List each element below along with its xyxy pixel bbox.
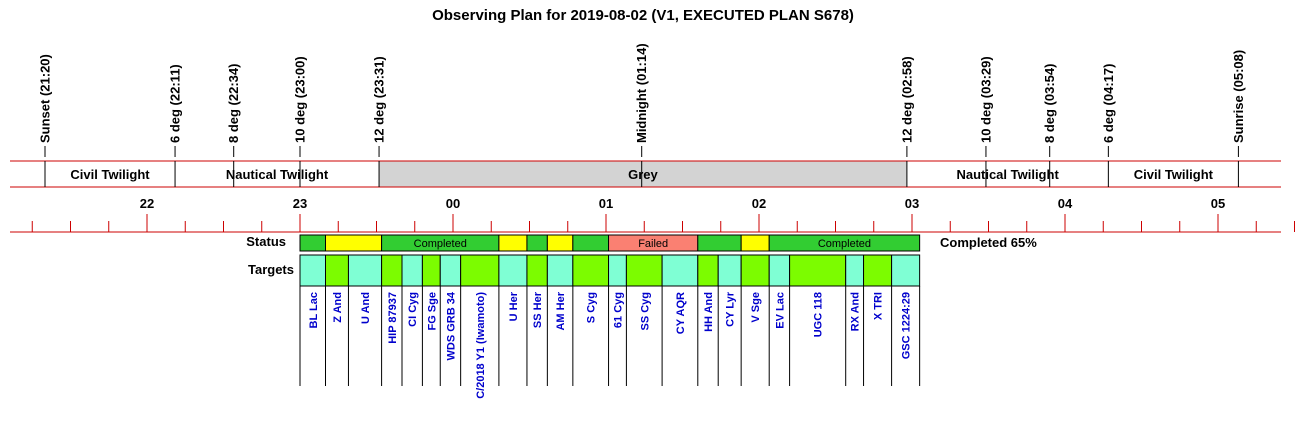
twilight-band: [45, 161, 176, 187]
target-block: [401, 254, 423, 287]
target-block: [421, 254, 441, 287]
target-label: C/2018 Y1 (Iwamoto): [475, 292, 487, 399]
target-block: [325, 254, 349, 287]
target-label: HH And: [703, 292, 715, 332]
hour-tick-label: 01: [599, 196, 613, 211]
target-label: 61 Cyg: [612, 292, 624, 328]
hour-tick-label: 05: [1211, 196, 1225, 211]
target-block: [572, 254, 610, 287]
event-label: 8 deg (22:34): [226, 64, 241, 143]
target-block: [439, 254, 462, 287]
event-label: 8 deg (03:54): [1042, 64, 1057, 143]
event-label: Sunset (21:20): [38, 54, 53, 143]
twilight-band: [906, 161, 1109, 187]
target-label: Z And: [332, 292, 344, 323]
twilight-band-label: Civil Twilight: [70, 167, 150, 182]
twilight-band: [1108, 161, 1239, 187]
chart-title: Observing Plan for 2019-08-02 (V1, EXECU…: [432, 7, 854, 24]
twilight-band-label: Civil Twilight: [1134, 167, 1214, 182]
target-label: U And: [360, 292, 372, 324]
hour-tick-label: 03: [905, 196, 919, 211]
target-block: [381, 254, 403, 287]
status-segment: [546, 234, 574, 252]
target-block: [768, 254, 791, 287]
hour-tick-label: 23: [293, 196, 307, 211]
target-label: AM Her: [555, 291, 567, 330]
event-label: Sunrise (05:08): [1231, 50, 1246, 143]
target-block: [661, 254, 699, 287]
target-label: CY Lyr: [725, 291, 737, 327]
target-label: U Her: [508, 291, 520, 321]
twilight-band: [175, 161, 380, 187]
target-block: [460, 254, 500, 287]
event-markers: Sunset (21:20) 6 deg (22:11) 8 deg (22:34)…: [38, 43, 1246, 157]
target-block: [863, 254, 893, 287]
target-label: SS Her: [532, 291, 544, 328]
target-label: BL Lac: [308, 292, 320, 328]
event-label: 12 deg (02:58): [899, 56, 914, 143]
status-segment: [768, 234, 921, 252]
target-block: [717, 254, 742, 287]
target-label: CI Cyg: [407, 292, 419, 327]
twilight-band-label: Grey: [628, 167, 658, 182]
target-block: [740, 254, 770, 287]
hour-tick-label: 22: [140, 196, 154, 211]
status-segment: [498, 234, 528, 252]
status-segment-label: Failed: [638, 238, 668, 250]
completion-text: Completed 65%: [940, 235, 1037, 250]
target-block: [608, 254, 627, 287]
target-label: X TRI: [873, 292, 885, 320]
targets-row-label: Targets: [248, 262, 294, 277]
status-segment-label: Completed: [818, 238, 871, 250]
target-block: [789, 254, 847, 287]
target-label: EV Lac: [774, 292, 786, 329]
target-label: S Cyg: [586, 292, 598, 323]
hour-tick-label: 02: [752, 196, 766, 211]
status-segment: [526, 234, 548, 252]
status-segment: [325, 234, 383, 252]
target-label: GSC 1224:29: [901, 292, 913, 359]
event-label: 10 deg (03:29): [978, 56, 993, 143]
status-row-label: Status: [246, 234, 286, 249]
target-label: WDS GRB 34: [445, 291, 457, 360]
target-block: [347, 254, 383, 287]
target-label: HIP 87937: [387, 292, 399, 344]
twilight-band: [379, 161, 907, 187]
target-block: [546, 254, 574, 287]
target-block: [845, 254, 865, 287]
time-axis: 22 23 00 01 02 03 04 05: [10, 196, 1295, 233]
target-block: [498, 254, 528, 287]
status-segment: [299, 234, 326, 252]
twilight-bands: Civil Twilight Nautical Twilight Grey Nauti…: [10, 160, 1281, 188]
event-label: 6 deg (04:17): [1101, 64, 1116, 143]
status-segment: [740, 234, 770, 252]
target-label: UGC 118: [813, 292, 825, 337]
event-label: 10 deg (23:00): [293, 56, 308, 143]
status-row: Status Completed 65% Completed Failed Comp…: [246, 234, 1037, 252]
target-block: [526, 254, 548, 287]
twilight-band-label: Nautical Twilight: [226, 167, 329, 182]
target-label: CY AQR: [675, 292, 687, 334]
twilight-band-label: Nautical Twilight: [956, 167, 1059, 182]
target-block: [299, 254, 326, 287]
target-label: V Sge: [750, 292, 762, 323]
target-label: RX And: [850, 292, 862, 331]
target-label: FG Sge: [426, 292, 438, 331]
target-block: [697, 254, 719, 287]
status-segment: [697, 234, 742, 252]
target-block: [891, 254, 921, 287]
hour-tick-label: 04: [1058, 196, 1073, 211]
status-segment: [572, 234, 610, 252]
hour-tick-label: 00: [446, 196, 460, 211]
status-segment-label: Completed: [414, 238, 467, 250]
event-label: Midnight (01:14): [634, 43, 649, 143]
target-label: SS Cyg: [639, 292, 651, 331]
targets-row: Targets BL Lac Z And U And HIP 87937 CI Cyg F…: [248, 254, 921, 399]
event-label: 6 deg (22:11): [168, 64, 183, 143]
target-block: [625, 254, 663, 287]
event-label: 12 deg (23:31): [372, 56, 387, 143]
